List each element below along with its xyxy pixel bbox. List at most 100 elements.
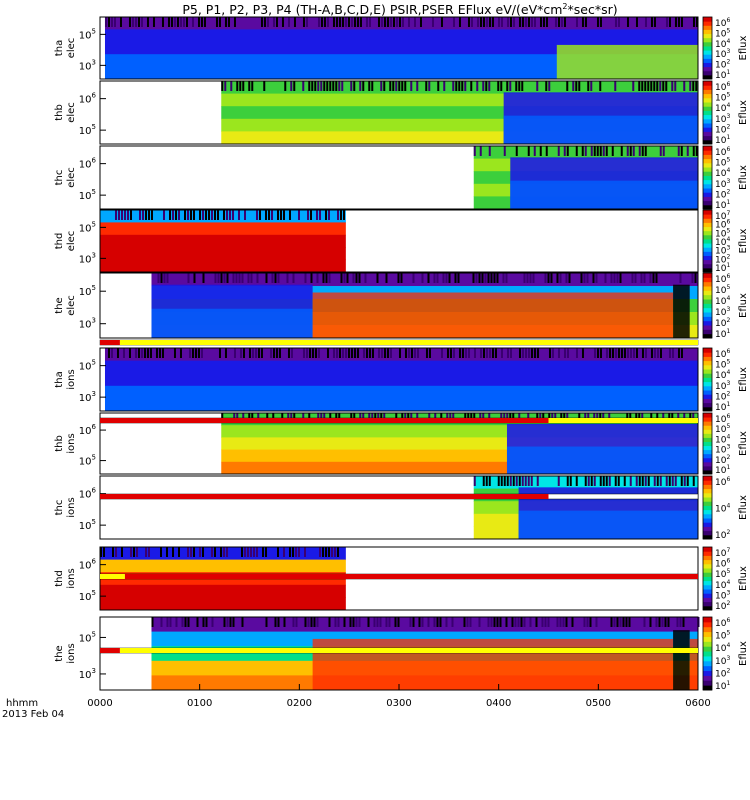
figure-title: P5, P1, P2, P3, P4 (TH-A,B,C,D,E) PSIR,P… bbox=[100, 2, 700, 17]
speckle-mark bbox=[647, 81, 650, 91]
speckle-mark bbox=[278, 348, 281, 358]
speckle-mark bbox=[220, 547, 222, 557]
speckle-mark bbox=[556, 273, 559, 283]
colorbar-label: Eflux bbox=[738, 566, 749, 591]
speckle-mark bbox=[677, 348, 680, 358]
mode-bar-segment bbox=[100, 648, 120, 653]
speckle-mark bbox=[632, 348, 635, 358]
speckle-mark bbox=[614, 348, 617, 358]
speckle-mark bbox=[419, 17, 422, 27]
speckle-mark bbox=[304, 617, 307, 627]
speckle-mark bbox=[226, 617, 229, 627]
speckle-mark bbox=[142, 210, 144, 220]
speckle-mark bbox=[610, 273, 613, 283]
colorbar-swatch bbox=[703, 589, 712, 594]
speckle-mark bbox=[557, 348, 560, 358]
speckle-mark bbox=[394, 617, 397, 627]
speckle-mark bbox=[173, 348, 176, 358]
colorbar-swatch bbox=[703, 29, 712, 35]
speckle-mark bbox=[338, 81, 341, 91]
colorbar-tick-label: 105 bbox=[715, 630, 730, 642]
colorbar-tick-exponent: 5 bbox=[726, 27, 730, 34]
speckle-mark bbox=[620, 146, 623, 156]
speckle-mark bbox=[328, 210, 330, 220]
speckle-mark bbox=[215, 17, 218, 27]
spectrogram-band bbox=[104, 373, 698, 387]
speckle-mark bbox=[626, 348, 629, 358]
colorbar-swatch bbox=[703, 127, 712, 132]
panel-frame bbox=[99, 16, 699, 80]
speckle-mark bbox=[530, 476, 533, 486]
speckle-mark bbox=[130, 210, 132, 220]
speckle-mark bbox=[649, 273, 652, 283]
colorbar-tick-exponent: 4 bbox=[726, 167, 730, 174]
speckle-mark bbox=[308, 348, 311, 358]
speckle-mark bbox=[398, 81, 401, 91]
speckle-mark bbox=[530, 348, 533, 358]
panel-frame bbox=[99, 80, 699, 145]
spectrogram-band bbox=[104, 398, 698, 412]
colorbar-frame bbox=[702, 145, 713, 210]
speckle-mark bbox=[191, 348, 194, 358]
speckle-mark bbox=[440, 17, 443, 27]
colorbar-swatch bbox=[703, 484, 712, 490]
speckle-mark bbox=[200, 348, 203, 358]
colorbar-swatch bbox=[703, 50, 712, 55]
colorbar-swatch bbox=[703, 651, 712, 657]
colorbar-tick-exponent: 1 bbox=[726, 199, 730, 206]
colorbar-swatch bbox=[703, 45, 712, 51]
colorbar-swatch bbox=[703, 37, 712, 43]
panel-species-label: ions bbox=[66, 497, 77, 517]
speckle-mark bbox=[466, 617, 469, 627]
speckle-mark bbox=[425, 81, 428, 91]
speckle-mark bbox=[131, 17, 134, 27]
speckle-mark bbox=[605, 476, 608, 486]
speckle-mark bbox=[485, 17, 488, 27]
speckle-mark bbox=[202, 617, 205, 627]
speckle-mark bbox=[602, 146, 605, 156]
colorbar-swatch bbox=[703, 196, 712, 202]
speckle-mark bbox=[521, 476, 524, 486]
speckle-mark bbox=[488, 146, 491, 156]
colorbar-tick-exponent: 7 bbox=[726, 547, 730, 554]
speckle-mark bbox=[304, 547, 306, 557]
speckle-mark bbox=[413, 17, 416, 27]
speckle-mark bbox=[385, 617, 388, 627]
colorbar-tick-label: 102 bbox=[715, 529, 730, 541]
colorbar-swatch bbox=[703, 62, 712, 68]
spectrogram-region-low bbox=[518, 510, 698, 539]
speckle-mark bbox=[239, 81, 242, 91]
colorbar-swatch bbox=[703, 505, 712, 511]
speckle-mark bbox=[679, 617, 682, 627]
colorbar-swatch bbox=[703, 188, 712, 193]
speckle-mark bbox=[367, 617, 370, 627]
speckle-mark bbox=[205, 210, 207, 220]
speckle-mark bbox=[317, 348, 320, 358]
speckle-mark bbox=[383, 81, 386, 91]
speckle-mark bbox=[311, 348, 314, 358]
speckle-mark bbox=[547, 617, 550, 627]
speckle-mark bbox=[175, 210, 177, 220]
speckle-mark bbox=[265, 273, 268, 283]
panel-probe-label: thb bbox=[54, 435, 65, 452]
speckle-mark bbox=[197, 348, 200, 358]
speckle-mark bbox=[523, 617, 526, 627]
speckle-mark bbox=[169, 210, 171, 220]
speckle-mark bbox=[368, 81, 371, 91]
speckle-mark bbox=[515, 476, 518, 486]
speckle-mark bbox=[353, 348, 356, 358]
y-tick-label: 105 bbox=[79, 359, 96, 373]
colorbar-swatch bbox=[703, 441, 712, 447]
speckle-mark bbox=[277, 617, 280, 627]
colorbar-tick-exponent: 3 bbox=[726, 48, 730, 55]
speckle-mark bbox=[316, 273, 319, 283]
speckle-mark bbox=[623, 348, 626, 358]
colorbar-swatch bbox=[703, 348, 712, 353]
speckle-mark bbox=[107, 17, 110, 27]
speckle-mark bbox=[482, 348, 485, 358]
speckle-mark bbox=[368, 348, 371, 358]
speckle-mark bbox=[454, 273, 457, 283]
speckle-mark bbox=[536, 81, 539, 91]
speckle-mark bbox=[124, 210, 126, 220]
speckle-mark bbox=[677, 17, 680, 27]
